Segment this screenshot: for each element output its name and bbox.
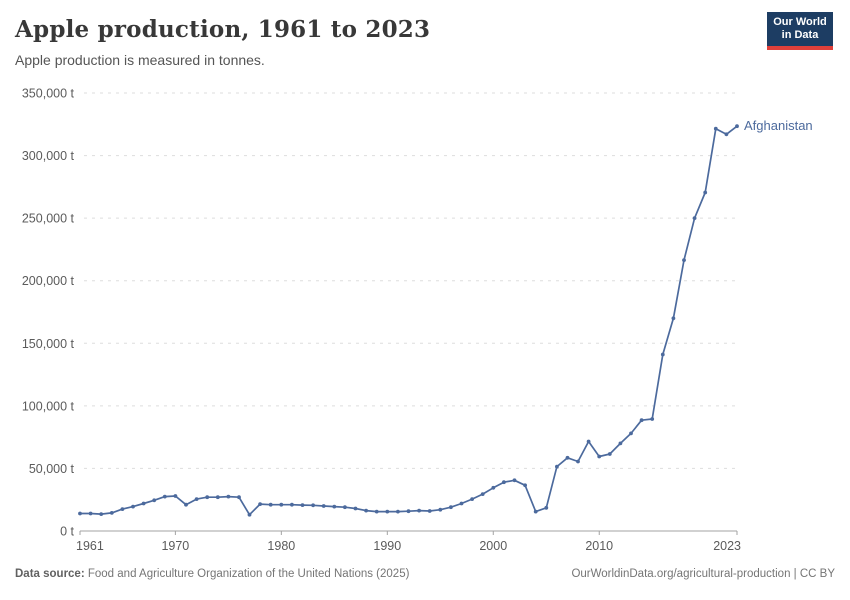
data-point[interactable]: [311, 503, 315, 508]
y-tick-label: 300,000 t: [22, 149, 75, 163]
y-tick-label: 0 t: [60, 525, 74, 539]
owid-logo-line1: Our World: [773, 16, 827, 28]
data-point[interactable]: [131, 504, 135, 509]
data-point[interactable]: [512, 478, 517, 483]
data-point[interactable]: [385, 509, 390, 514]
data-point[interactable]: [735, 124, 739, 129]
data-point[interactable]: [268, 502, 273, 507]
data-point[interactable]: [290, 502, 294, 507]
data-point[interactable]: [194, 497, 199, 501]
footer-credit[interactable]: OurWorldinData.org/agricultural-producti…: [571, 568, 835, 580]
data-point[interactable]: [502, 480, 506, 485]
y-tick-label: 200,000 t: [22, 274, 75, 288]
data-point[interactable]: [449, 505, 453, 510]
data-point[interactable]: [459, 501, 464, 506]
data-point[interactable]: [120, 507, 125, 511]
data-source-text: Food and Agriculture Organization of the…: [84, 568, 410, 580]
x-tick-label: 1970: [161, 539, 189, 553]
data-point[interactable]: [364, 508, 368, 513]
data-point[interactable]: [162, 494, 167, 499]
data-point[interactable]: [724, 132, 729, 137]
data-point[interactable]: [607, 452, 612, 456]
y-tick-label: 250,000 t: [22, 212, 75, 226]
data-point[interactable]: [713, 126, 718, 131]
series-line[interactable]: [79, 125, 738, 516]
data-point[interactable]: [533, 509, 538, 514]
data-point[interactable]: [650, 417, 655, 421]
data-point[interactable]: [576, 459, 580, 464]
data-point[interactable]: [417, 508, 421, 513]
x-tick-label: 2023: [713, 539, 741, 553]
data-point[interactable]: [480, 492, 485, 496]
owid-logo-line2: in Data: [781, 29, 819, 41]
data-point[interactable]: [88, 511, 93, 516]
data-point[interactable]: [586, 439, 591, 444]
data-point[interactable]: [491, 485, 496, 490]
x-tick-label: 2000: [479, 539, 507, 553]
page-subtitle: Apple production is measured in tonnes.: [15, 52, 265, 68]
data-point[interactable]: [629, 431, 633, 436]
data-point[interactable]: [565, 455, 570, 460]
data-point[interactable]: [109, 511, 114, 515]
x-tick-label: 1980: [267, 539, 295, 553]
data-point[interactable]: [374, 509, 379, 514]
data-point[interactable]: [78, 511, 82, 516]
data-point[interactable]: [332, 504, 337, 509]
data-point[interactable]: [406, 509, 411, 514]
data-point[interactable]: [660, 352, 665, 357]
data-point[interactable]: [258, 502, 262, 506]
x-tick-label: 2010: [585, 539, 613, 553]
x-tick-label: 1990: [373, 539, 401, 553]
chart-footer: Data source: Food and Agriculture Organi…: [15, 568, 835, 580]
data-point[interactable]: [152, 498, 157, 503]
y-tick-label: 100,000 t: [22, 399, 75, 413]
data-source: Data source: Food and Agriculture Organi…: [15, 568, 409, 580]
data-point[interactable]: [226, 494, 231, 499]
data-point[interactable]: [438, 507, 443, 512]
data-point[interactable]: [321, 504, 326, 508]
data-point[interactable]: [237, 495, 241, 500]
data-source-label: Data source:: [15, 568, 85, 580]
data-point[interactable]: [173, 494, 178, 498]
page-title: Apple production, 1961 to 2023: [15, 16, 431, 43]
data-point[interactable]: [544, 505, 549, 510]
data-point[interactable]: [427, 509, 432, 513]
data-point[interactable]: [184, 502, 188, 507]
data-point[interactable]: [141, 501, 146, 506]
data-point[interactable]: [618, 441, 623, 446]
data-point[interactable]: [215, 495, 220, 500]
data-point[interactable]: [671, 316, 676, 321]
data-point[interactable]: [639, 418, 644, 423]
data-point[interactable]: [692, 216, 697, 221]
x-tick-label: 1961: [76, 539, 104, 553]
data-point[interactable]: [597, 454, 602, 459]
data-point[interactable]: [703, 190, 708, 195]
data-point[interactable]: [205, 495, 210, 500]
data-point[interactable]: [343, 505, 347, 510]
data-point[interactable]: [353, 506, 358, 511]
data-point[interactable]: [555, 464, 559, 469]
data-point[interactable]: [470, 497, 474, 501]
data-point[interactable]: [247, 512, 252, 517]
data-point[interactable]: [682, 258, 686, 262]
owid-logo[interactable]: Our World in Data: [767, 12, 833, 50]
data-point[interactable]: [396, 509, 400, 514]
data-point[interactable]: [300, 503, 305, 507]
data-point[interactable]: [523, 483, 527, 488]
y-tick-label: 150,000 t: [22, 337, 75, 351]
y-tick-label: 50,000 t: [29, 462, 75, 476]
data-point[interactable]: [99, 512, 104, 516]
data-point[interactable]: [279, 502, 284, 507]
series-end-label[interactable]: Afghanistan: [744, 118, 813, 133]
y-tick-label: 350,000 t: [22, 87, 75, 101]
